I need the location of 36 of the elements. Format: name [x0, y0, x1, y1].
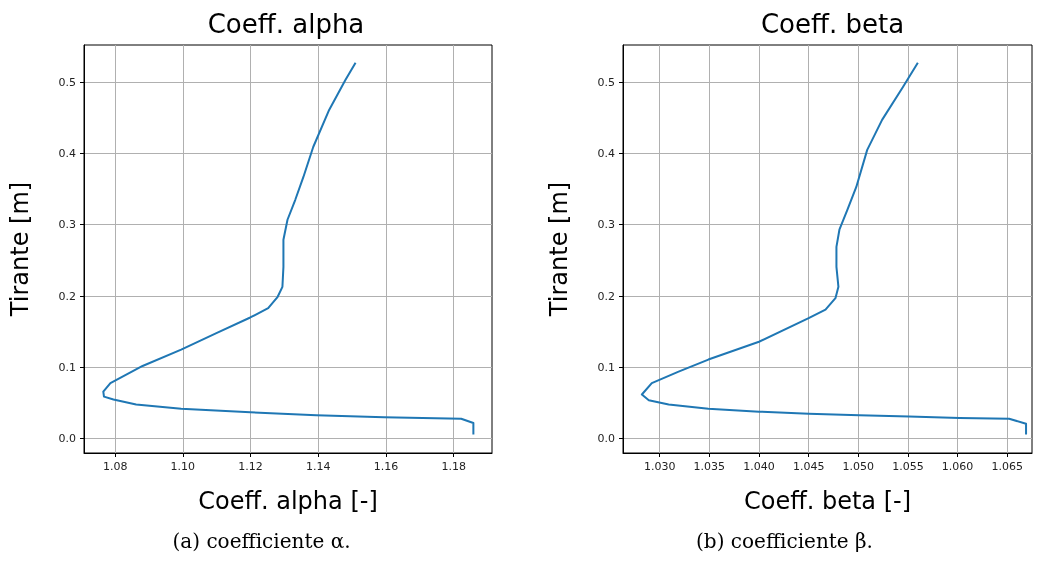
x-tick-label: 1.035: [693, 460, 726, 473]
y-tick-label: 0.5: [597, 75, 615, 89]
y-tick-label: 0.4: [597, 146, 615, 160]
line-series: [640, 61, 1028, 436]
x-tick-label: 1.08: [102, 460, 128, 473]
x-tick-label: 1.065: [991, 460, 1023, 473]
x-tick-label: 1.050: [842, 460, 875, 473]
y-tick-label: 0.4: [58, 146, 76, 160]
x-tick-label: 1.10: [170, 460, 196, 473]
x-axis-title: Coeff. beta [-]: [743, 487, 912, 515]
chart-title: Coeff. alpha: [207, 9, 365, 39]
y-tick-label: 0.2: [58, 289, 76, 303]
x-axis-title: Coeff. alpha [-]: [198, 487, 378, 515]
x-tick-label: 1.030: [643, 460, 676, 473]
text: (b) coefficiente β.: [696, 529, 873, 553]
y-tick-label: 0.0: [58, 432, 76, 446]
line-series: [102, 61, 475, 436]
y-tick-label: 0.5: [58, 75, 76, 89]
y-tick-label: 0.1: [597, 360, 615, 374]
text: (a) coefficiente α.: [172, 529, 351, 553]
x-tick-label: 1.12: [238, 460, 263, 473]
y-axis-title: Tirante [m]: [6, 181, 34, 318]
chart-title: Coeff. beta: [760, 9, 905, 39]
x-tick-label: 1.18: [441, 460, 466, 473]
y-tick-label: 0.3: [597, 218, 615, 232]
y-axis-title: Tirante [m]: [545, 181, 573, 318]
y-tick-label: 0.3: [58, 218, 76, 232]
x-tick-label: 1.040: [743, 460, 775, 473]
x-tick-label: 1.14: [306, 460, 331, 473]
x-tick-label: 1.055: [892, 460, 924, 473]
y-tick-label: 0.1: [58, 360, 76, 374]
x-tick-label: 1.16: [373, 460, 399, 473]
y-tick-label: 0.2: [597, 289, 615, 303]
x-tick-label: 1.060: [941, 460, 974, 473]
x-tick-label: 1.045: [792, 460, 825, 473]
y-tick-label: 0.0: [597, 432, 615, 446]
